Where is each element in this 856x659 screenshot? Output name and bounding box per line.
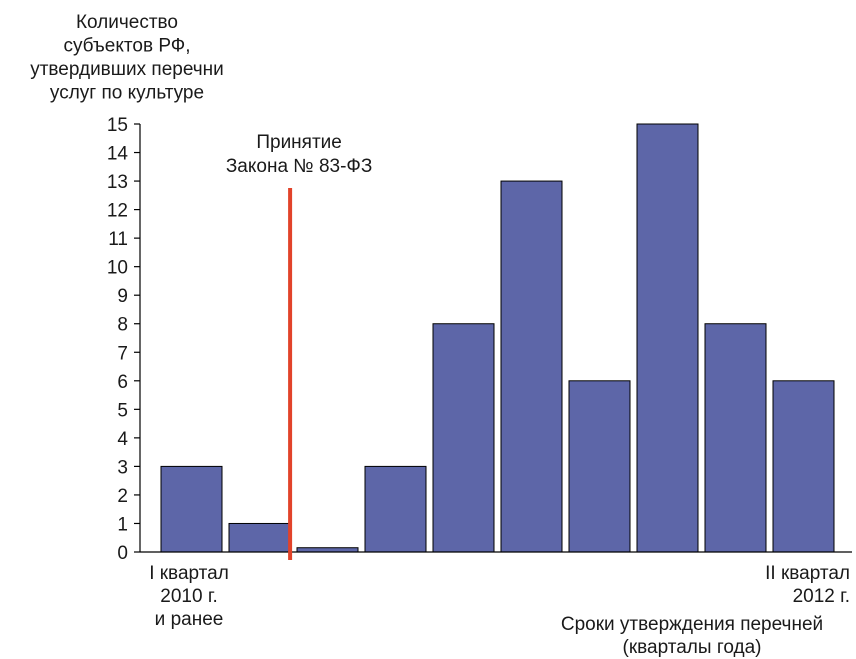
- x-axis-title: Сроки утверждения перечней(кварталы года…: [561, 614, 823, 658]
- bar: [160, 465, 223, 553]
- bar: [500, 180, 563, 553]
- y-axis-title: Количество субъектов РФ,утвердивших переч…: [30, 12, 224, 104]
- bar: [296, 547, 359, 553]
- y-tick-label: 12: [107, 201, 128, 222]
- bar: [772, 380, 835, 553]
- bar: [364, 465, 427, 553]
- y-axis-title-line: услуг по культуре: [50, 83, 204, 104]
- y-tick-label: 9: [117, 286, 128, 307]
- y-tick-label: 1: [117, 514, 128, 535]
- y-tick-label: 8: [117, 315, 128, 336]
- y-axis-title-line: утвердивших перечни: [30, 59, 224, 80]
- y-tick-label: 13: [107, 172, 128, 193]
- bar: [636, 123, 699, 553]
- law-annotation: Принятие Закона № 83-ФЗ: [226, 132, 373, 560]
- y-axis-title-line: субъектов РФ,: [63, 36, 190, 57]
- bar: [432, 323, 495, 553]
- x-category-label-first: и ранее: [155, 609, 224, 630]
- y-tick-label: 5: [117, 400, 128, 421]
- bar: [704, 323, 767, 553]
- x-axis-title-line: Сроки утверждения перечней: [561, 614, 823, 635]
- y-tick-label: 10: [107, 258, 128, 279]
- x-category-label-last: 2012 г.: [793, 586, 850, 607]
- bars: [160, 123, 835, 553]
- x-category-label-last: II квартал: [765, 563, 850, 584]
- x-category-label-first: I квартал: [149, 563, 229, 584]
- y-tick-label: 4: [117, 429, 128, 450]
- y-tick-label: 11: [108, 229, 128, 250]
- annotation-text-line: Закона № 83-ФЗ: [226, 156, 373, 177]
- y-tick-label: 2: [117, 486, 128, 507]
- bar: [568, 380, 631, 553]
- bar: [228, 522, 291, 553]
- y-tick-label: 7: [117, 343, 128, 364]
- y-tick-label: 15: [107, 115, 128, 136]
- y-axis-title-line: Количество: [76, 12, 178, 33]
- y-tick-label: 0: [117, 543, 128, 564]
- x-axis-title-line: (кварталы года): [623, 637, 762, 658]
- x-category-label-first: 2010 г.: [160, 586, 217, 607]
- y-tick-label: 3: [117, 457, 128, 478]
- y-tick-label: 14: [107, 144, 129, 165]
- y-tick-label: 6: [117, 372, 128, 393]
- annotation-text-line: Принятие: [256, 132, 342, 153]
